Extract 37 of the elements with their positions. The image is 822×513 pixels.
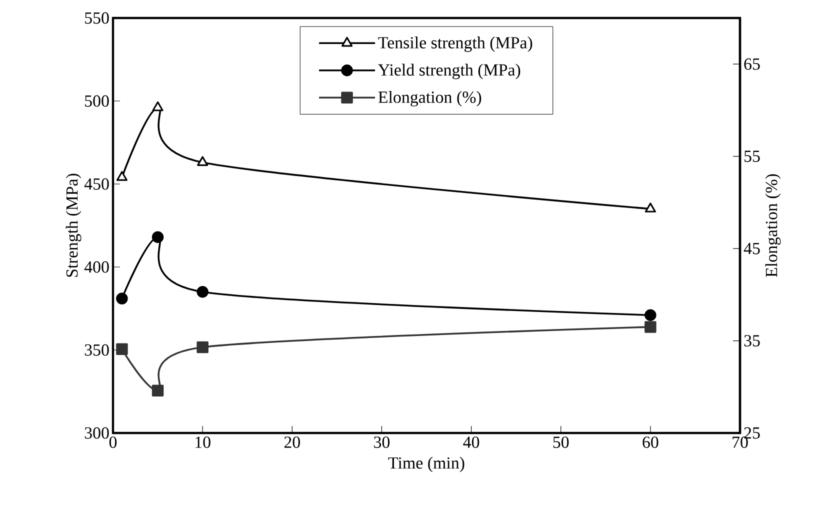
y2-tick-label: 35 xyxy=(744,335,760,346)
y2-tick-label: 55 xyxy=(744,150,760,162)
y2-tick-label: 25 xyxy=(744,427,760,439)
y2-tick-label: 45 xyxy=(744,242,760,254)
y2-tick-label: 65 xyxy=(744,58,760,70)
point xyxy=(197,156,208,166)
y-tick-label: 550 xyxy=(85,12,109,24)
x-tick-label: 10 xyxy=(196,436,210,448)
point xyxy=(644,309,656,322)
x-tick-label: 30 xyxy=(374,436,390,448)
y2-axis-title: Elongation (%) xyxy=(765,174,781,277)
y-tick-label: 500 xyxy=(85,95,109,107)
y-tick-label: 300 xyxy=(84,427,109,439)
x-tick-label: 40 xyxy=(463,436,480,448)
legend-label: Tensile strength (MPa) xyxy=(378,36,532,52)
x-tick-label: 50 xyxy=(553,436,569,448)
point xyxy=(644,321,656,333)
point xyxy=(152,384,164,396)
point xyxy=(116,343,128,355)
y-tick-label: 350 xyxy=(84,344,109,356)
x-axis-title: Time (min) xyxy=(388,456,464,472)
x-tick-label: 0 xyxy=(109,436,117,448)
y-tick-label: 450 xyxy=(84,178,109,190)
x-tick-label: 70 xyxy=(732,436,748,448)
y-axis-title: Strength (MPa) xyxy=(66,174,82,277)
x-tick-label: 60 xyxy=(642,436,658,448)
point xyxy=(644,202,656,212)
legend-label: Yield strength (MPa) xyxy=(378,64,520,80)
legend-label: Elongation (%) xyxy=(378,91,482,106)
point xyxy=(116,171,128,181)
point xyxy=(152,101,164,112)
point xyxy=(116,292,128,304)
point xyxy=(196,286,208,298)
x-tick-label: 20 xyxy=(284,436,300,448)
point xyxy=(152,231,164,243)
y-tick-label: 400 xyxy=(84,261,109,273)
point xyxy=(196,341,208,354)
